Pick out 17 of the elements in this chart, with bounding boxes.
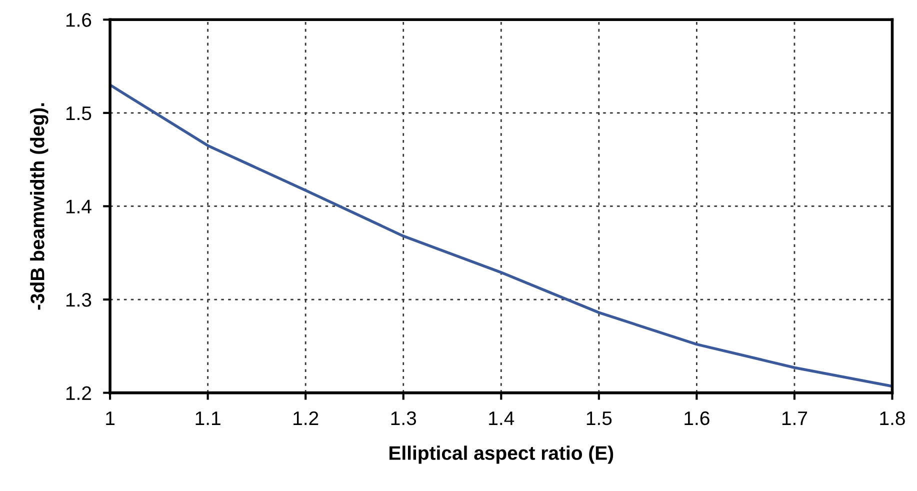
y-tick-label: 1.5	[66, 106, 92, 120]
x-tick-label: 1.3	[391, 411, 416, 426]
x-tick-label: 1.7	[782, 412, 808, 425]
line-series	[110, 84, 892, 388]
x-tick-label: 1.8	[880, 411, 905, 426]
x-tick-label: 1.2	[294, 411, 318, 425]
y-tick-label: 1.2	[66, 386, 92, 400]
y-axis-title: -3dB beamwidth (deg).	[30, 103, 48, 310]
y-tick-label: 1.6	[66, 13, 92, 27]
x-tick-label: 1	[106, 412, 114, 425]
x-axis-title: Elliptical aspect ratio (E)	[390, 446, 614, 464]
x-tick-label: 1.1	[196, 412, 220, 425]
x-tick-label: 1.5	[586, 412, 612, 426]
x-tick-label: 1.6	[684, 411, 710, 426]
x-tick-label: 1.4	[489, 412, 514, 425]
y-tick-label: 1.4	[66, 200, 92, 214]
y-tick-label: 1.3	[66, 292, 92, 307]
